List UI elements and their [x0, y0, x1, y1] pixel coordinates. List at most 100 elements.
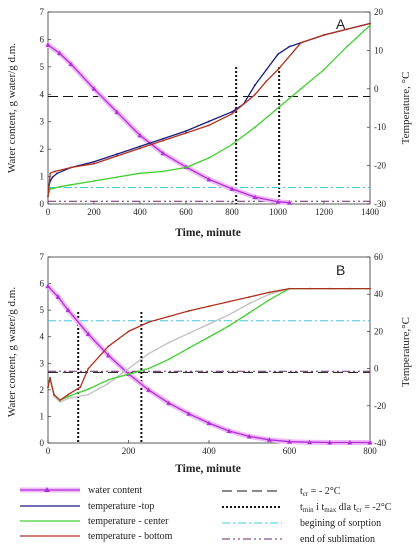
legend: water content temperature -top temperatu…: [20, 485, 392, 545]
legend-label-water: water content: [88, 485, 142, 496]
legend-marker-water: [44, 487, 50, 492]
series-temperature-center-point: [51, 187, 54, 190]
y-right-tick-label: 0: [374, 84, 379, 94]
series-temperature-top-point: [59, 401, 61, 403]
series-temperature-center-point: [300, 87, 302, 90]
series-temperature-bottom-point: [54, 170, 56, 173]
y-right-tick-label: -40: [374, 438, 386, 448]
x-tick-label: 800: [225, 207, 239, 217]
series-temperature-top-point: [208, 323, 210, 325]
x-tick-label: 0: [46, 446, 51, 456]
legend-label-sorption: begining of sorption: [300, 518, 381, 529]
series-temperature-bottom-point: [308, 287, 311, 290]
series-temperature-bottom-point: [228, 300, 231, 303]
series-temperature-top-point: [208, 120, 210, 123]
water-content-point: [105, 352, 111, 358]
series-temperature-center-point: [208, 157, 210, 159]
water-content-point: [307, 439, 313, 445]
water-content-point: [266, 437, 272, 442]
y-left-tick-label: 1: [40, 172, 45, 182]
series-temperature-bottom-point: [49, 377, 51, 379]
y-left-tick-label: 7: [40, 7, 45, 17]
series-temperature-bottom-point: [127, 330, 130, 333]
legend-label-tmin-tmax: tmin i tmax dla tcr = -2°C: [300, 502, 392, 514]
x-tick-label: 400: [202, 446, 216, 456]
series-temperature-top-point: [248, 302, 251, 305]
series-temperature-top-point: [268, 293, 271, 296]
y-right-tick-label: 20: [374, 326, 384, 336]
y-right-tick-label: 20: [374, 7, 384, 17]
x-tick-label: 1400: [361, 207, 380, 217]
series-temperature-center-point: [58, 185, 61, 188]
series-temperature-center-point: [93, 180, 95, 182]
y-right-tick-label: -20: [374, 161, 386, 171]
series-temperature-top-point: [116, 153, 118, 155]
series-temperature-bottom-point: [187, 310, 190, 312]
water-content-point: [229, 186, 235, 191]
series-temperature-center-point: [254, 126, 256, 129]
plot-frame-b: [47, 256, 371, 444]
y-left-tick-label: 0: [40, 199, 45, 209]
series-temperature-bottom-point: [208, 124, 210, 127]
y-axis-label-left-a: Water content, g water/g d.m.: [6, 43, 18, 173]
series-temperature-top-point: [67, 397, 70, 400]
series-temperature-bottom-point: [147, 321, 150, 323]
series-temperature-bottom-point: [67, 393, 70, 396]
series-temperature-top-point: [93, 160, 95, 163]
water-content-point: [246, 433, 252, 439]
water-content-point: [146, 387, 152, 392]
series-temperature-bottom-point: [107, 345, 110, 348]
water-content-point: [91, 86, 97, 91]
series-temperature-top-point: [185, 130, 187, 132]
series-temperature-bottom-point: [277, 68, 279, 71]
series-temperature-top-point: [139, 145, 141, 148]
series-temperature-center-line: [47, 24, 371, 197]
water-content-point: [55, 294, 61, 299]
legend-item-temp-bottom: temperature - bottom: [20, 531, 173, 542]
y-left-tick-label: 5: [40, 62, 45, 72]
y-right-tick-label: 60: [374, 252, 384, 262]
water-content-point: [327, 439, 333, 445]
series-temperature-top-point: [231, 110, 233, 113]
series-water-content-glow: [45, 283, 373, 445]
x-tick-label: 600: [283, 446, 297, 456]
series-temperature-center-point: [162, 170, 164, 173]
series-temperature-bottom-point: [139, 147, 141, 150]
series-temperature-top-point: [107, 382, 110, 385]
y-left-tick-label: 1: [40, 411, 45, 421]
series-temperature-top-point: [265, 68, 268, 71]
chart-panel-a: 0 200 400 600 800 1000 1200 140001234567-30-20-…: [40, 7, 387, 217]
series-temperature-bottom-point: [116, 155, 118, 157]
series-temperature-center-point: [231, 143, 233, 146]
legend-label-tcr: tcr = - 2°C: [300, 486, 341, 498]
series-temperature-center-point: [116, 176, 118, 179]
series-temperature-center-point: [49, 187, 52, 190]
series-temperature-center-point: [67, 395, 70, 398]
legend-item-tmin-tmax: tmin i tmax dla tcr = -2°C: [222, 502, 392, 514]
y-right-tick-label: 0: [374, 364, 379, 374]
legend-item-sorption: begining of sorption: [222, 518, 381, 529]
y-right-tick-label: 40: [374, 289, 384, 299]
series-water-content-line: [47, 285, 370, 444]
series-temperature-center-point: [323, 68, 325, 71]
y-axis-label-right-a: Temperature, °C: [400, 72, 412, 145]
water-content-point: [347, 439, 353, 445]
series-temperature-center-point: [167, 358, 170, 361]
series-temperature-bottom-point: [185, 132, 187, 134]
y-right-tick-label: -10: [374, 122, 386, 132]
series-temperature-bottom-line: [47, 22, 371, 197]
water-content-point: [57, 50, 62, 56]
water-content-point: [160, 150, 166, 156]
y-left-tick-label: 0: [40, 438, 45, 448]
water-content-point: [45, 42, 51, 47]
plot-frame-a: [47, 11, 371, 205]
series-temperature-bottom-point: [93, 162, 95, 165]
panel-letter-a: A: [336, 16, 346, 32]
series-temperature-top-point: [87, 393, 90, 396]
series-temperature-top-point: [53, 395, 55, 398]
series-temperature-top-point: [162, 137, 164, 140]
series-temperature-center-point: [369, 24, 371, 27]
water-content-point: [166, 400, 172, 406]
legend-label-sublimation: end of sublimation: [300, 534, 375, 545]
